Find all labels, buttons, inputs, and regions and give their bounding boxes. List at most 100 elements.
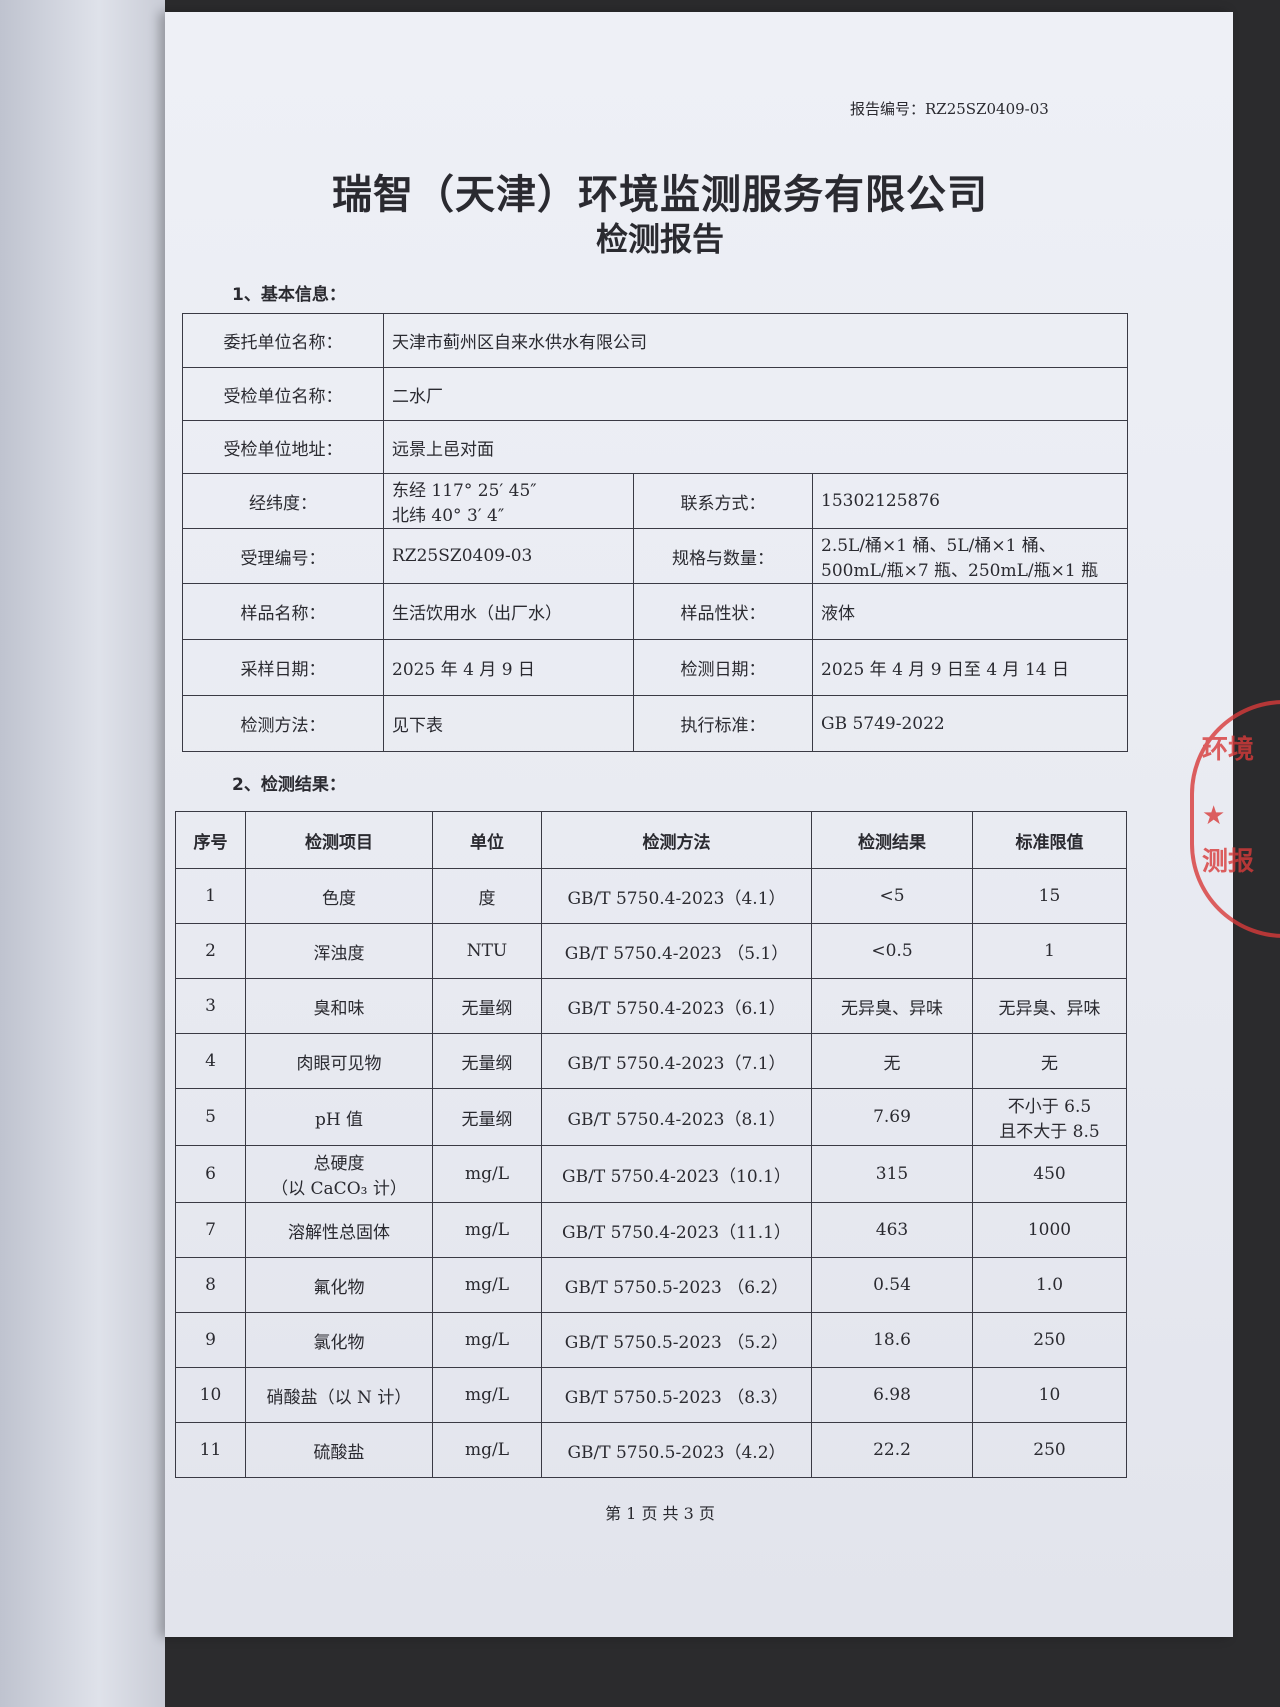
cell-item-text: 臭和味 [313, 998, 365, 1019]
cell-unit-text: mg/L [464, 1164, 510, 1184]
sample-name-value: 生活饮用水（出厂水） [383, 583, 634, 640]
cell-limit-text: 无异臭、异味 [998, 998, 1101, 1019]
result-row: 1 色度 度 GB/T 5750.4-2023（4.1） <5 15 [175, 868, 1127, 924]
cell-result-text: 463 [875, 1220, 909, 1240]
cell-method: GB/T 5750.4-2023 （5.1） [541, 923, 812, 979]
cell-unit-text: mg/L [464, 1330, 510, 1350]
company-name: 瑞智（天津）环境监测服务有限公司 [332, 172, 988, 218]
cell-unit-text: mg/L [464, 1220, 510, 1240]
cell-unit-text: 无量纲 [461, 1109, 513, 1130]
result-row: 3 臭和味 无量纲 GB/T 5750.4-2023（6.1） 无异臭、异味 无异臭、异味 [175, 978, 1127, 1034]
cell-method-text: GB/T 5750.4-2023（10.1） [562, 1166, 791, 1187]
address-label: 受检单位地址： [182, 420, 384, 474]
cell-no-text: 3 [205, 996, 216, 1016]
cell-limit-text: 15 [1038, 886, 1061, 906]
cell-limit-text: 不小于 6.5 [1007, 1097, 1092, 1117]
contact-value: 15302125876 [812, 473, 1128, 529]
cell-method: GB/T 5750.5-2023 （5.2） [541, 1312, 812, 1368]
cell-result: <5 [811, 868, 973, 924]
cell-item: 氯化物 [245, 1312, 433, 1368]
cell-result: 6.98 [811, 1367, 973, 1423]
cell-result: <0.5 [811, 923, 973, 979]
standard-label: 执行标准： [633, 695, 813, 752]
cell-unit: mg/L [432, 1422, 542, 1478]
cell-item-text: 肉眼可见物 [296, 1053, 382, 1074]
result-row: 5 pH 值 无量纲 GB/T 5750.4-2023（8.1） 7.69 不小于 6.5… [175, 1088, 1127, 1146]
method-value: 见下表 [383, 695, 634, 752]
cell-limit-text: 无 [1041, 1053, 1058, 1074]
result-row: 7 溶解性总固体 mg/L GB/T 5750.4-2023（11.1） 463 1000 [175, 1202, 1127, 1258]
cell-result: 0.54 [811, 1257, 973, 1313]
result-row: 10 硝酸盐（以 N 计） mg/L GB/T 5750.5-2023 （8.3） 6.… [175, 1367, 1127, 1423]
cell-result-text: 无 [883, 1053, 901, 1074]
cell-method: GB/T 5750.4-2023（6.1） [541, 978, 812, 1034]
left-page-edge [0, 0, 165, 1707]
cell-limit: 1000 [972, 1202, 1127, 1258]
cell-item-text: 溶解性总固体 [288, 1222, 390, 1243]
cell-limit-text: 1 [1044, 941, 1055, 961]
cell-unit: mg/L [432, 1257, 542, 1313]
cell-unit: mg/L [432, 1367, 542, 1423]
section-results: 2、检测结果： [232, 775, 346, 795]
result-row: 9 氯化物 mg/L GB/T 5750.5-2023 （5.2） 18.6 250 [175, 1312, 1127, 1368]
cell-result: 22.2 [811, 1422, 973, 1478]
header-limit: 标准限值 [972, 811, 1127, 869]
cell-unit: 无量纲 [432, 1033, 542, 1089]
test-date-label: 检测日期： [633, 639, 813, 696]
cell-result-text: 无异臭、异味 [841, 998, 943, 1019]
header-item: 检测项目 [245, 811, 433, 869]
cell-no-text: 6 [205, 1164, 216, 1184]
cell-item-text: 氯化物 [313, 1332, 365, 1353]
cell-no: 11 [175, 1422, 246, 1478]
cell-item: 硫酸盐 [245, 1422, 433, 1478]
cell-method-text: GB/T 5750.5-2023 （8.3） [564, 1387, 789, 1408]
cell-result-text: 6.98 [873, 1385, 911, 1405]
cell-limit: 无异臭、异味 [972, 978, 1127, 1034]
basic-info-table: 委托单位名称： 天津市蓟州区自来水供水有限公司 受检单位名称： 二水厂 受检单位地址… [182, 313, 1128, 752]
cell-unit-text: mg/L [464, 1275, 510, 1295]
cell-no: 9 [175, 1312, 246, 1368]
cell-result-text: <5 [879, 886, 905, 906]
cell-no-text: 4 [205, 1051, 216, 1071]
cell-no-text: 11 [199, 1440, 222, 1460]
spec-line: 500mL/瓶×7 瓶、250mL/瓶×1 瓶 [821, 561, 1099, 581]
cell-result: 7.69 [811, 1088, 973, 1146]
cell-no: 4 [175, 1033, 246, 1089]
contact-label: 联系方式： [633, 473, 813, 529]
cell-unit: 无量纲 [432, 1088, 542, 1146]
sampling-date-label: 采样日期： [182, 639, 384, 696]
cell-unit: mg/L [432, 1202, 542, 1258]
cell-item-text-line2: （以 CaCO₃ 计） [271, 1179, 407, 1199]
cell-unit-text: mg/L [464, 1385, 510, 1405]
results-header-row: 序号 检测项目 单位 检测方法 检测结果 标准限值 [175, 811, 1127, 869]
results-table: 序号 检测项目 单位 检测方法 检测结果 标准限值 1 色度 度 GB/T 5750.… [175, 811, 1127, 1478]
cell-unit-text: 无量纲 [461, 998, 513, 1019]
result-row: 2 浑浊度 NTU GB/T 5750.4-2023 （5.1） <0.5 1 [175, 923, 1127, 979]
cell-item-text: 氟化物 [313, 1277, 365, 1298]
cell-item-text: 浑浊度 [313, 943, 365, 964]
cell-limit: 450 [972, 1145, 1127, 1203]
cell-method-text: GB/T 5750.4-2023（7.1） [567, 1053, 786, 1074]
spec-line: 2.5L/桶×1 桶、5L/桶×1 桶、 [821, 536, 1056, 556]
result-row: 8 氟化物 mg/L GB/T 5750.5-2023 （6.2） 0.54 1.0 [175, 1257, 1127, 1313]
cell-method-text: GB/T 5750.4-2023（8.1） [567, 1109, 786, 1130]
cell-unit: NTU [432, 923, 542, 979]
cell-no-text: 10 [199, 1385, 222, 1405]
cell-result: 463 [811, 1202, 973, 1258]
cell-method-text: GB/T 5750.4-2023（6.1） [567, 998, 786, 1019]
cell-no: 5 [175, 1088, 246, 1146]
cell-limit: 10 [972, 1367, 1127, 1423]
coords-value: 东经 117° 25′ 45″ 北纬 40° 3′ 4″ [383, 473, 634, 529]
cell-unit-text: 度 [478, 888, 496, 909]
page-footer: 第 1 页 共 3 页 [605, 1504, 715, 1523]
cell-no: 6 [175, 1145, 246, 1203]
cell-item: 总硬度 （以 CaCO₃ 计） [245, 1145, 433, 1203]
header-unit: 单位 [432, 811, 542, 869]
cell-item: 色度 [245, 868, 433, 924]
cell-result-text: 18.6 [873, 1330, 911, 1350]
sample-state-value: 液体 [812, 583, 1128, 640]
latitude: 北纬 40° 3′ 4″ [392, 506, 505, 526]
cell-item: pH 值 [245, 1088, 433, 1146]
cell-no-text: 1 [205, 886, 216, 906]
result-row: 11 硫酸盐 mg/L GB/T 5750.5-2023（4.2） 22.2 250 [175, 1422, 1127, 1478]
